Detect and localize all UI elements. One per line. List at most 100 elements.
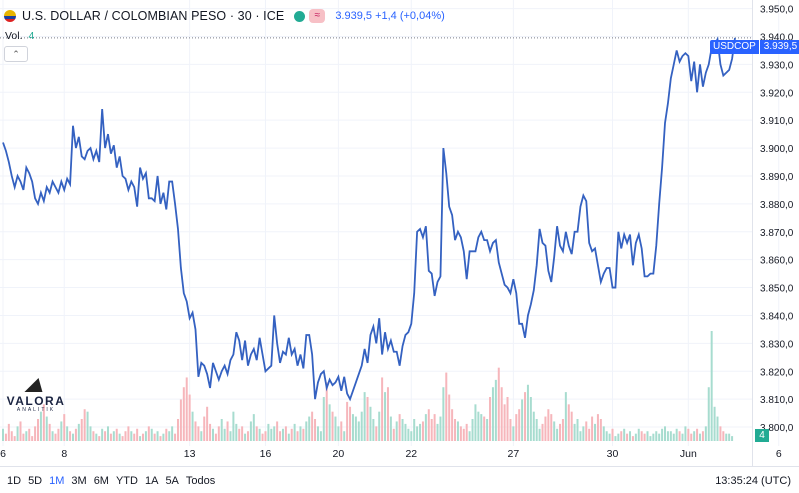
volume-bar (518, 409, 521, 441)
volume-bar (722, 431, 725, 441)
volume-bar (57, 428, 60, 441)
volume-bar (384, 392, 387, 441)
volume-bar (459, 426, 462, 441)
symbol-title[interactable]: U.S. DOLLAR / COLOMBIAN PESO · 30 · ICE (22, 9, 285, 23)
volume-bar (433, 414, 436, 441)
volume-bar (141, 433, 144, 441)
volume-bar (2, 428, 4, 441)
volume-bar (264, 431, 267, 441)
volume-bar (258, 428, 261, 441)
timeframe-todos[interactable]: Todos (185, 475, 216, 487)
volume-bar (360, 411, 363, 441)
volume-bar (261, 433, 264, 441)
volume-bar (4, 433, 7, 441)
volume-legend: Vol. 4 (5, 30, 35, 42)
volume-bar (273, 426, 276, 441)
wave-icon[interactable]: ≈ (309, 9, 326, 23)
volume-bar (637, 428, 640, 441)
volume-bar (354, 416, 357, 441)
volume-bar (279, 431, 282, 441)
y-tick-label: 3.930,0 (760, 60, 794, 71)
timeframe-6m[interactable]: 6M (93, 475, 109, 487)
volume-bar (413, 419, 416, 441)
y-tick-label: 3.880,0 (760, 200, 794, 211)
volume-bar (28, 428, 31, 441)
volume-bar (480, 414, 483, 441)
volume-bar (232, 411, 235, 441)
volume-bar (559, 423, 562, 441)
volume-bar (497, 367, 500, 441)
volume-bar (331, 411, 334, 441)
collapse-legend-button[interactable]: ⌃ (4, 46, 28, 62)
timeframe-3m[interactable]: 3M (71, 475, 87, 487)
timeframe-1m[interactable]: 1M (49, 475, 65, 487)
volume-bar (515, 414, 518, 441)
volume-bar (241, 426, 244, 441)
volume-bar (623, 428, 626, 441)
volume-bar (640, 431, 643, 441)
volume-bar (561, 419, 564, 441)
volume-bar (48, 423, 51, 441)
volume-bar (86, 411, 89, 441)
timeframe-1a[interactable]: 1A (144, 475, 159, 487)
volume-bar (395, 421, 398, 441)
volume-bar (343, 431, 346, 441)
volume-bar (19, 421, 22, 441)
volume-bar (690, 433, 693, 441)
volume-bar (211, 428, 214, 441)
volume-bar (588, 428, 591, 441)
timeframe-ytd[interactable]: YTD (115, 475, 138, 487)
volume-bar (340, 421, 343, 441)
volume-bar (524, 392, 527, 441)
volume-bar (419, 423, 422, 441)
volume-bar (401, 419, 404, 441)
volume-bar (421, 421, 424, 441)
volume-bar (451, 409, 454, 441)
volume-bar (570, 411, 573, 441)
volume-bar (238, 428, 241, 441)
volume-bar (716, 416, 719, 441)
volume-bar (442, 387, 445, 441)
volume-bar (602, 426, 605, 441)
volume-bar (567, 404, 570, 441)
volume-bar (276, 421, 279, 441)
volume-bar (42, 404, 45, 441)
volume-bar (223, 428, 226, 441)
volume-bar (643, 433, 646, 441)
volume-bar (392, 428, 395, 441)
clock[interactable]: 13:35:24 (UTC) (715, 475, 791, 487)
price-chart[interactable]: 3.800,0 3.810,0 3.820,0 3.830,0 3.840,0 3.850… (0, 0, 799, 466)
volume-bar (194, 421, 197, 441)
volume-bar (506, 397, 509, 441)
y-tick-label: 3.800,0 (760, 423, 794, 434)
timeframe-5a[interactable]: 5A (165, 475, 179, 487)
volume-bar (299, 426, 302, 441)
volume-bar (719, 426, 722, 441)
x-tick-label: 13 (184, 448, 196, 460)
volume-bar (182, 387, 185, 441)
volume-bar (626, 433, 629, 441)
market-status-icon[interactable] (294, 10, 306, 22)
volume-bar (54, 433, 57, 441)
volume-bar (249, 421, 252, 441)
y-axis: 3.800,0 3.810,0 3.820,0 3.830,0 3.840,0 3.850… (760, 5, 794, 434)
volume-bar (375, 426, 378, 441)
timeframe-5d[interactable]: 5D (28, 475, 43, 487)
volume-bar (614, 436, 617, 441)
volume-bar (308, 416, 311, 441)
volume-bar (176, 419, 179, 441)
volume-bar (629, 431, 632, 441)
volume-bar (701, 431, 704, 441)
volume-bar (22, 433, 25, 441)
volume-bar (112, 431, 115, 441)
volume-bar (281, 428, 284, 441)
timeframe-1d[interactable]: 1D (7, 475, 22, 487)
volume-bar (209, 423, 212, 441)
volume-bar (713, 406, 716, 441)
volume-bar (599, 419, 602, 441)
volume-bar (316, 426, 319, 441)
volume-bar (675, 428, 678, 441)
volume-bar (34, 426, 37, 441)
volume-bar (617, 433, 620, 441)
volume-bar (416, 426, 419, 441)
